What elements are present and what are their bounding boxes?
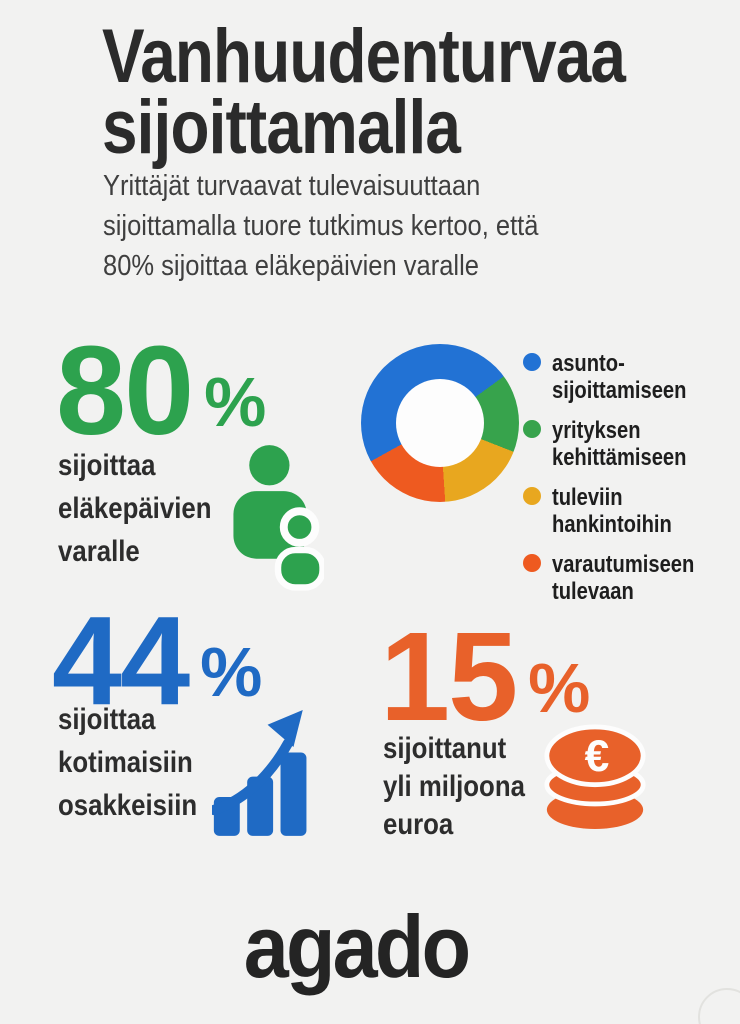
growth-arrow-head <box>267 709 303 747</box>
legend-dot <box>523 353 541 371</box>
donut-hole <box>396 379 484 467</box>
stat-million-value: 15% <box>380 614 590 740</box>
legend-item: tuleviin hankintoihin <box>523 484 721 538</box>
stat-stocks-value: 44% <box>52 598 262 724</box>
euro-symbol: € <box>585 732 610 781</box>
stat-stocks-label: sijoittaa kotimaisiin osakkeisiin <box>58 703 198 822</box>
stat-stocks-number: 44 <box>52 590 190 731</box>
chart-legend: asunto- sijoittamiseen yrityksen kehittä… <box>523 350 721 605</box>
legend-dot <box>523 420 541 438</box>
coin-top <box>544 724 646 788</box>
stat-million-label: sijoittanut yli miljoona euroa <box>383 732 525 841</box>
subtitle: Yrittäjät turvaavat tulevaisuuttaan sijo… <box>103 170 539 282</box>
stat-million-number: 15 <box>380 606 518 747</box>
legend-label: varautumiseen tulevaan <box>552 551 695 605</box>
legend-item: yrityksen kehittämiseen <box>523 417 721 471</box>
agado-logo: agado <box>243 897 471 996</box>
legend-item: asunto- sijoittamiseen <box>523 350 721 404</box>
bar-tall <box>280 752 307 836</box>
family-icon <box>233 445 324 591</box>
euro-coins-icon: € <box>544 724 646 829</box>
growth-arrow-line <box>212 738 294 816</box>
child-body <box>274 546 324 591</box>
page-title: Vanhuudenturvaa sijoittamalla <box>102 14 626 170</box>
legend-dot <box>523 554 541 572</box>
stat-pension-percent-sign: % <box>204 363 267 441</box>
child-head <box>279 507 320 547</box>
legend-label: yrityksen kehittämiseen <box>552 417 687 471</box>
legend-dot <box>523 487 541 505</box>
legend-label: asunto- sijoittamiseen <box>552 350 687 404</box>
watermark-circle <box>698 988 740 1024</box>
stat-pension-label: sijoittaa eläkepäivien varalle <box>58 449 212 568</box>
growth-bars-icon <box>212 709 307 836</box>
legend-label: tuleviin hankintoihin <box>552 484 672 538</box>
stat-million-percent-sign: % <box>528 649 591 727</box>
stat-pension-value: 80% <box>56 328 266 454</box>
stat-stocks-percent-sign: % <box>200 633 263 711</box>
legend-item: varautumiseen tulevaan <box>523 551 721 605</box>
adult-head <box>249 445 290 486</box>
stat-pension-number: 80 <box>56 320 194 461</box>
donut-chart <box>361 344 519 502</box>
